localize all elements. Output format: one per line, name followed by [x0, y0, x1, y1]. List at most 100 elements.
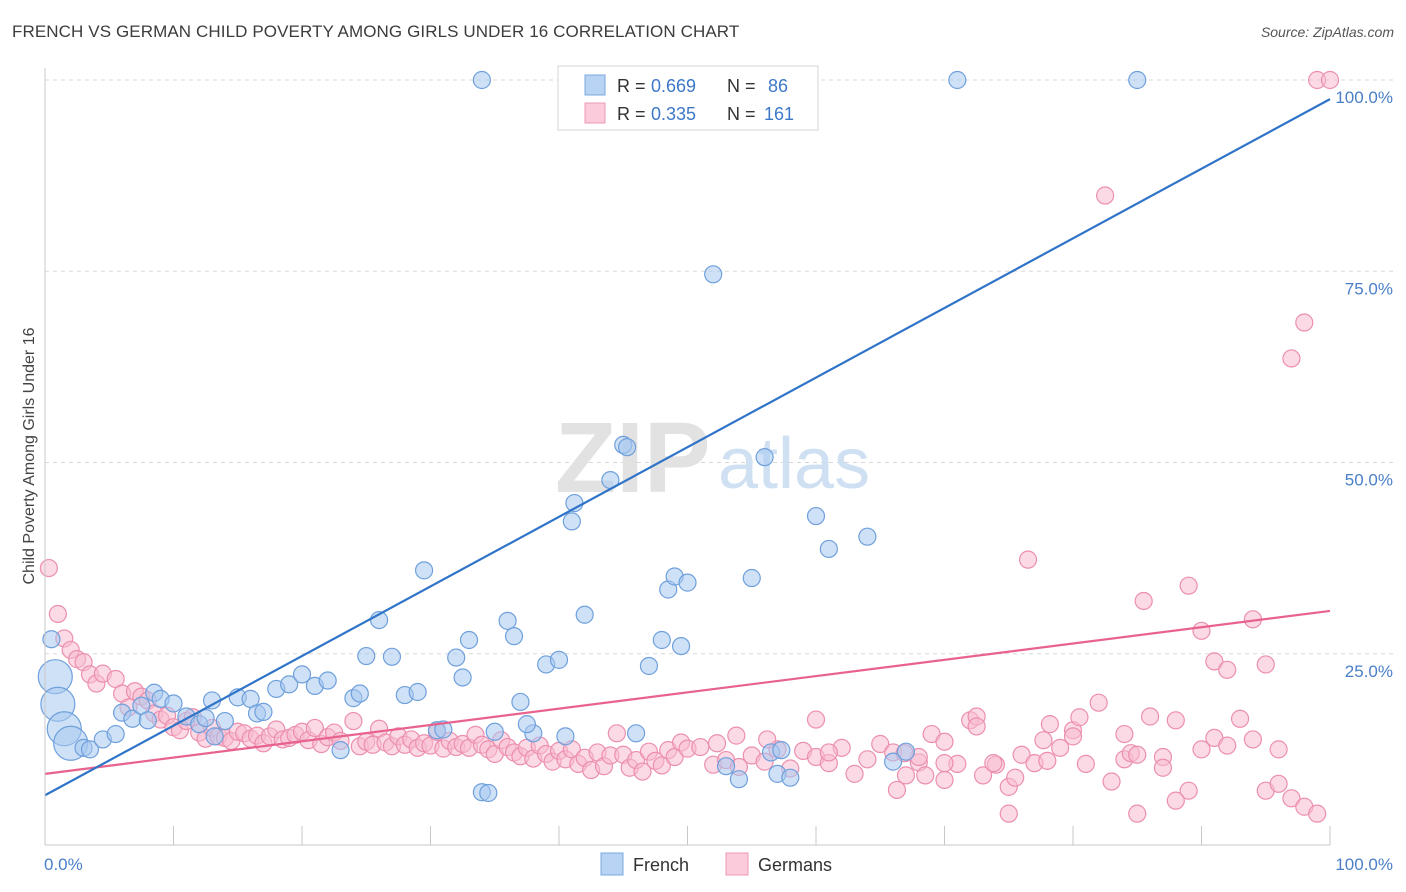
german-point — [1140, 707, 1160, 726]
german-point — [607, 724, 626, 743]
german-point — [1128, 804, 1147, 823]
french-point — [498, 611, 517, 630]
legend-top: R = 0.669 N = 86 R = 0.335 N = 161 — [557, 65, 819, 131]
french-point — [883, 752, 903, 771]
french-point — [106, 724, 125, 744]
german-point — [1070, 708, 1089, 727]
german-point — [344, 711, 363, 731]
german-trend-line — [44, 609, 1331, 775]
german-point — [1243, 730, 1263, 749]
axis-layer: 25.0% 50.0% 75.0% 100.0% 0.0% 100.0% — [44, 68, 1393, 874]
french-point — [948, 70, 967, 90]
german-point — [1308, 804, 1327, 823]
german-point — [845, 764, 864, 783]
french-point — [138, 711, 157, 730]
german-point — [1040, 715, 1059, 734]
y-tick-label-75: 75.0% — [1345, 279, 1393, 298]
german-point — [1102, 772, 1121, 791]
french-point — [434, 720, 453, 739]
legend-french-n-label: N = — [727, 76, 756, 96]
french-point — [280, 675, 299, 694]
french-point — [639, 656, 659, 676]
french-point — [858, 527, 877, 546]
french-point — [382, 647, 402, 666]
french-point — [414, 561, 434, 580]
legend-german-n-label: N = — [727, 104, 756, 124]
german-point — [1269, 774, 1288, 793]
german-point — [1115, 724, 1134, 744]
german-point — [1282, 349, 1301, 368]
legend-german-n-value: 161 — [764, 104, 794, 124]
german-point — [652, 756, 671, 775]
legend-french-r-label: R = — [617, 76, 646, 96]
german-point — [1134, 591, 1153, 611]
chart-title: FRENCH VS GERMAN CHILD POVERTY AMONG GIR… — [12, 22, 740, 41]
german-point — [1089, 693, 1108, 712]
german-point — [1063, 727, 1083, 746]
french-point — [671, 636, 691, 656]
german-point — [1012, 745, 1031, 764]
german-point — [1179, 576, 1198, 595]
german-point — [1218, 660, 1237, 679]
french-point — [408, 682, 427, 702]
french-point — [755, 448, 774, 467]
french-point — [318, 671, 337, 690]
french-trend-line — [44, 98, 1331, 797]
german-point — [999, 804, 1018, 823]
french-point — [517, 715, 536, 734]
german-point — [916, 766, 935, 785]
german-point — [1018, 550, 1038, 569]
french-point — [678, 573, 697, 592]
source-label: Source: ZipAtlas.com — [1260, 24, 1394, 40]
french-point — [549, 650, 569, 669]
trend-layer — [44, 98, 1331, 797]
german-point — [1034, 731, 1053, 750]
french-point — [292, 665, 312, 684]
german-point — [1320, 70, 1340, 90]
german-point — [887, 780, 907, 800]
german-point — [1153, 758, 1173, 777]
french-point — [504, 627, 524, 646]
legend-german-swatch — [584, 102, 606, 124]
french-point — [772, 741, 791, 760]
german-point — [858, 750, 877, 769]
french-point — [447, 648, 466, 667]
legend-german-r-value: 0.335 — [651, 104, 696, 124]
french-point — [819, 539, 838, 559]
german-point — [967, 717, 986, 736]
french-point — [357, 646, 376, 666]
german-point — [871, 734, 890, 754]
french-point — [781, 768, 800, 787]
watermark-atlas: atlas — [718, 424, 870, 504]
french-point — [42, 630, 61, 649]
french-point — [556, 727, 575, 746]
legend-bottom-german-swatch — [725, 852, 749, 876]
legend-bottom-french-swatch — [600, 852, 624, 876]
legend-bottom-french-label: French — [633, 855, 689, 875]
german-point — [984, 754, 1003, 773]
french-point — [205, 727, 224, 746]
french-point — [511, 692, 530, 712]
watermark-zip: ZIP — [555, 402, 711, 514]
german-point — [1076, 754, 1095, 774]
french-point — [618, 438, 637, 457]
french-point — [716, 757, 736, 776]
french-point — [164, 694, 183, 713]
german-point — [305, 718, 324, 738]
german-point — [1051, 738, 1070, 757]
french-point — [704, 265, 723, 284]
german-point — [1128, 745, 1147, 764]
legend-german-r-label: R = — [617, 104, 646, 124]
german-point — [1192, 740, 1211, 759]
french-point — [1128, 70, 1147, 90]
german-point — [1218, 736, 1237, 755]
german-point — [1179, 781, 1198, 800]
y-tick-label-100: 100.0% — [1335, 88, 1393, 107]
german-point — [633, 762, 652, 781]
legend-bottom-german-label: Germans — [758, 855, 832, 875]
french-point — [485, 722, 504, 741]
grid-layer — [45, 79, 1395, 655]
german-point — [1096, 186, 1115, 205]
german-point — [1282, 789, 1301, 808]
german-point — [806, 710, 826, 729]
